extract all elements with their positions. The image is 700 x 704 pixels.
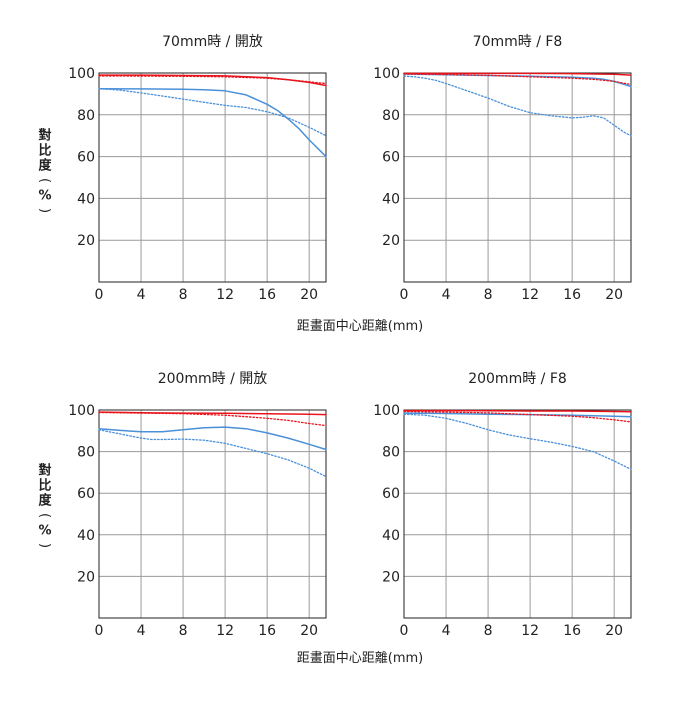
x-tick-label: 4 xyxy=(137,287,146,303)
x-tick-label: 20 xyxy=(605,623,623,639)
x-tick-label: 20 xyxy=(300,623,318,639)
x-tick-label: 0 xyxy=(95,287,104,303)
y-tick-label: 80 xyxy=(382,108,400,124)
blue-dotted-series-line xyxy=(403,75,632,137)
red-solid-series-line xyxy=(98,411,327,416)
y-tick-label: 40 xyxy=(77,191,95,207)
blue-dotted-series-line xyxy=(98,429,327,478)
x-axis-label-bottom: 距畫面中心距離(mm) xyxy=(297,651,423,666)
red-dotted-series-line xyxy=(403,410,632,423)
panel-title: 200mm時 / F8 xyxy=(468,371,567,387)
panel-title: 200mm時 / 開放 xyxy=(158,371,268,387)
y-tick-label: 40 xyxy=(382,528,400,544)
y-tick-label: 80 xyxy=(77,445,95,461)
y-tick-label: 60 xyxy=(382,486,400,502)
y-tick-label: 80 xyxy=(77,108,95,124)
y-tick-label: 20 xyxy=(77,233,95,249)
x-tick-label: 16 xyxy=(258,623,276,639)
y-tick-label: 60 xyxy=(382,150,400,166)
blue-dotted-series-line xyxy=(403,413,632,470)
y-tick-label: 60 xyxy=(77,150,95,166)
y-tick-label: 100 xyxy=(373,66,400,82)
x-tick-label: 8 xyxy=(484,287,493,303)
y-tick-label: 100 xyxy=(68,66,95,82)
y-axis-label-top: 對比度 (%) xyxy=(37,128,52,214)
y-axis-label-char: 對 xyxy=(38,463,51,479)
y-tick-label: 100 xyxy=(68,403,95,419)
red-solid-series-line xyxy=(403,409,632,413)
y-axis-label-char: 度 xyxy=(38,158,52,174)
x-tick-label: 16 xyxy=(258,287,276,303)
x-tick-label: 4 xyxy=(442,623,451,639)
y-tick-label: 60 xyxy=(77,486,95,502)
y-tick-label: 20 xyxy=(382,233,400,249)
blue-solid-series-line xyxy=(98,87,327,158)
x-tick-label: 8 xyxy=(179,623,188,639)
mtf-panel-3: 200mm時 / 開放 0 4 8 12 16 20 20 40 60 80 100 xyxy=(68,371,327,639)
y-axis-label-char: 比 xyxy=(38,143,51,159)
x-tick-label: 4 xyxy=(137,623,146,639)
mtf-panel-4: 200mm時 / F8 0 4 8 12 16 20 20 40 60 80 100 xyxy=(373,371,632,639)
x-tick-label: 8 xyxy=(179,287,188,303)
blue-dotted-series-line xyxy=(98,88,327,137)
plot-frame xyxy=(403,409,632,619)
y-axis-label-bottom: 對比度 (%) xyxy=(37,463,52,549)
y-axis-label-char: ( xyxy=(37,513,52,518)
x-axis-label-top: 距畫面中心距離(mm) xyxy=(297,319,423,334)
y-axis-label-char: % xyxy=(38,524,51,539)
x-tick-label: 0 xyxy=(95,623,104,639)
x-tick-label: 0 xyxy=(400,287,409,303)
y-tick-label: 40 xyxy=(382,191,400,207)
x-tick-label: 12 xyxy=(521,287,539,303)
x-tick-label: 20 xyxy=(300,287,318,303)
panel-title: 70mm時 / F8 xyxy=(473,34,563,50)
x-tick-label: 12 xyxy=(216,287,234,303)
y-axis-label-char: ( xyxy=(37,178,52,183)
x-tick-label: 4 xyxy=(442,287,451,303)
plot-frame xyxy=(98,72,327,283)
y-axis-label-char: 度 xyxy=(38,493,52,509)
plot-frame xyxy=(98,409,327,619)
x-tick-label: 8 xyxy=(484,623,493,639)
red-solid-series-line xyxy=(98,74,327,87)
plot-frame xyxy=(403,72,632,283)
x-tick-label: 12 xyxy=(521,623,539,639)
y-tick-label: 100 xyxy=(373,403,400,419)
red-solid-series-line xyxy=(403,72,632,76)
y-tick-label: 80 xyxy=(382,445,400,461)
y-axis-label-char: 比 xyxy=(38,478,51,494)
mtf-panel-1: 70mm時 / 開放 0 4 8 12 16 20 20 40 60 80 100 xyxy=(68,34,327,303)
y-axis-label-char: % xyxy=(38,189,51,204)
x-tick-label: 20 xyxy=(605,287,623,303)
red-dotted-series-line xyxy=(403,73,632,86)
y-axis-label-char: 對 xyxy=(38,128,51,144)
x-tick-label: 16 xyxy=(563,623,581,639)
blue-solid-series-line xyxy=(98,426,327,451)
y-tick-label: 40 xyxy=(77,528,95,544)
x-tick-label: 12 xyxy=(216,623,234,639)
y-tick-label: 20 xyxy=(382,569,400,585)
mtf-panel-2: 70mm時 / F8 0 4 8 12 16 20 20 40 60 80 100 xyxy=(373,34,632,303)
panel-title: 70mm時 / 開放 xyxy=(162,34,263,50)
y-tick-label: 20 xyxy=(77,569,95,585)
y-axis-label-char: ) xyxy=(37,208,52,213)
x-tick-label: 0 xyxy=(400,623,409,639)
x-tick-label: 16 xyxy=(563,287,581,303)
y-axis-label-char: ) xyxy=(37,543,52,548)
